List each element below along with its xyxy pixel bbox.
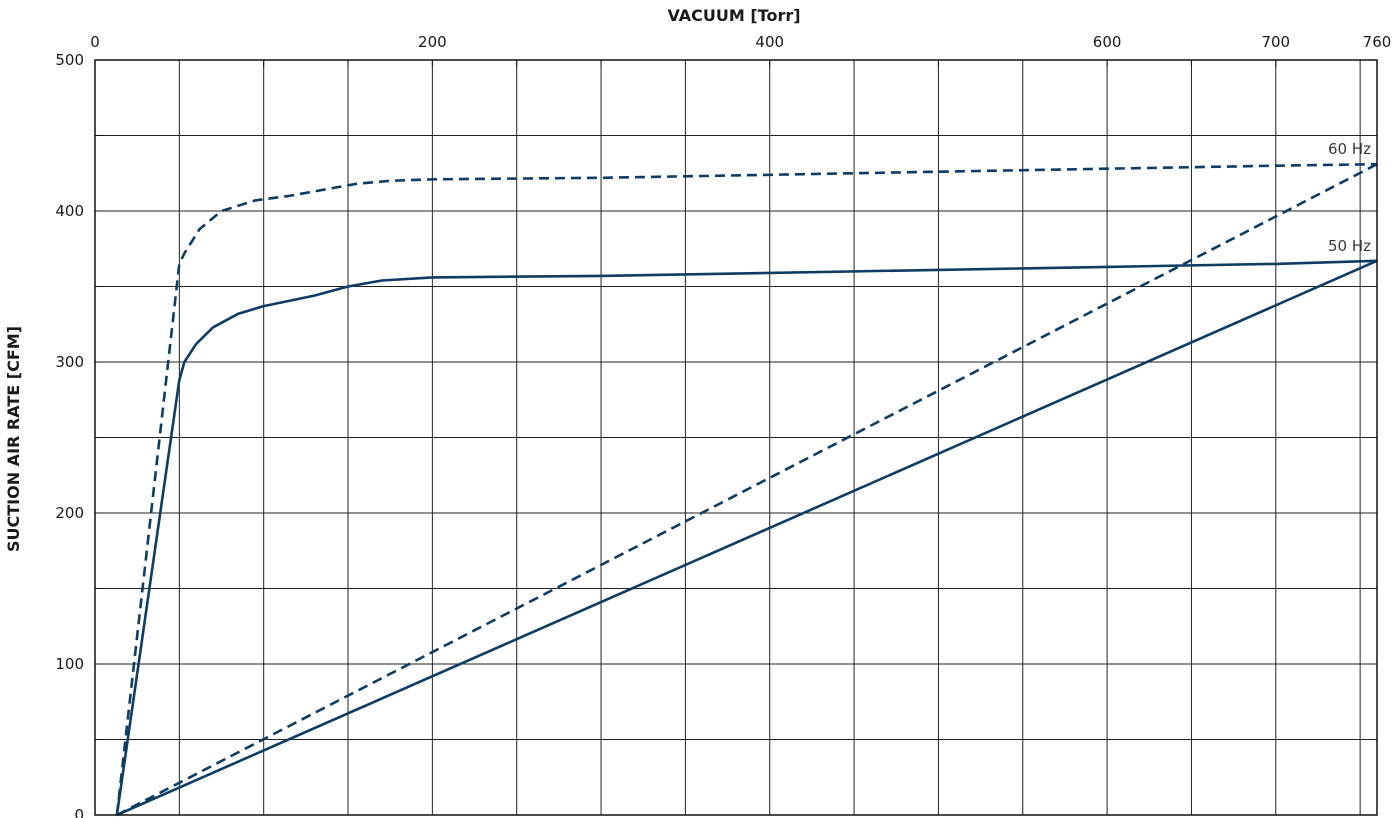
y-tick-label: 100 (55, 655, 84, 673)
series-line-50-hz-solid (115, 259, 1378, 816)
axis-layer: 0 200 400 600 700 760 0 100 200 300 400 500 (55, 33, 1391, 818)
x-tick-label: 0 (90, 33, 100, 51)
series-label-60-hz: 60 Hz (1328, 140, 1371, 158)
x-axis-title: VACUUM [Torr] (667, 6, 800, 25)
series-line-50-hz-solid (116, 259, 1378, 817)
x-tick-label: 400 (755, 33, 784, 51)
y-tick-label: 500 (55, 51, 84, 69)
grid-layer (95, 60, 1377, 815)
x-tick-label: 760 (1363, 33, 1392, 51)
series-line-60-hz-dashed (115, 162, 1378, 816)
x-tick-label: 700 (1261, 33, 1290, 51)
series-layer: 60 Hz 50 Hz (115, 140, 1378, 817)
y-tick-label: 200 (55, 504, 84, 522)
x-tick-label: 200 (418, 33, 447, 51)
x-tick-label: 600 (1093, 33, 1122, 51)
series-label-50-hz: 50 Hz (1328, 237, 1371, 255)
y-tick-label: 400 (55, 202, 84, 220)
y-axis-title: SUCTION AIR RATE [CFM] (4, 326, 23, 552)
y-tick-label: 0 (74, 806, 84, 818)
series-line-60-hz-dashed (116, 163, 1378, 817)
y-tick-label: 300 (55, 353, 84, 371)
